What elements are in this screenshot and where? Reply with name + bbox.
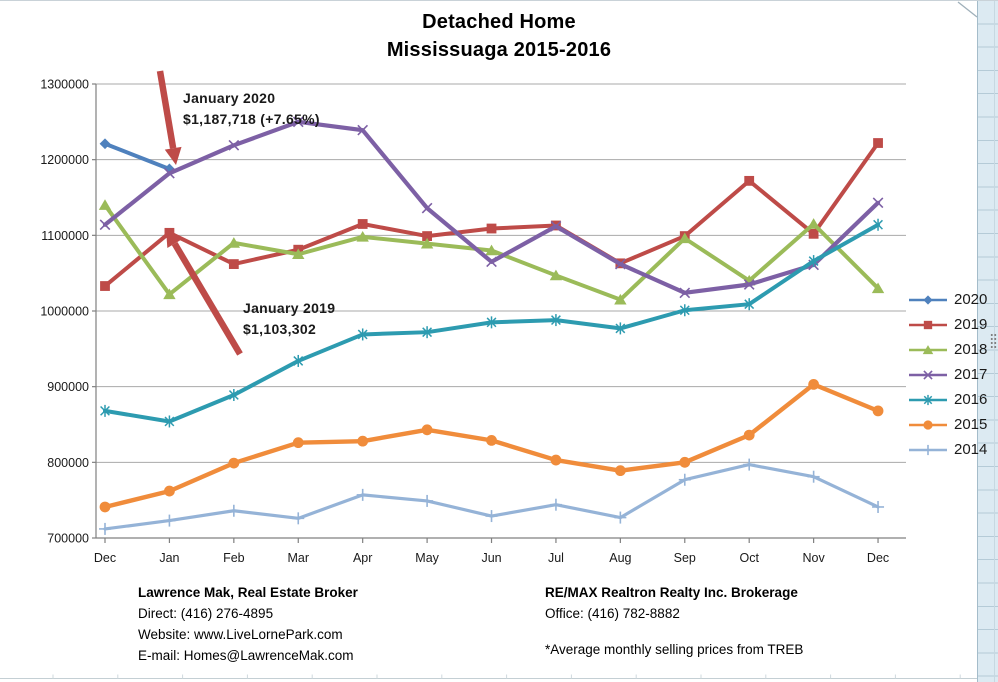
series-2018 (98, 199, 885, 305)
svg-text:1300000: 1300000 (40, 78, 89, 92)
legend-marker-asterisk-icon (909, 394, 947, 405)
broker-email[interactable]: E-mail: Homes@LawrenceMak.com (138, 648, 354, 663)
svg-text:700000: 700000 (47, 532, 89, 546)
legend-item-2019[interactable]: 2019 (908, 312, 987, 337)
svg-text:Oct: Oct (739, 551, 759, 565)
legend-label-2014: 2014 (954, 441, 988, 458)
axes (92, 83, 906, 543)
legend-item-2014[interactable]: 2014 (908, 437, 987, 462)
legend-marker-plus-icon (909, 444, 947, 455)
svg-text:800000: 800000 (47, 456, 89, 470)
svg-text:Mar: Mar (287, 551, 309, 565)
annotation-january-2020-value: $1,187,718 (+7.65%) (183, 111, 320, 127)
svg-text:Nov: Nov (803, 551, 826, 565)
chart-legend: 2020 2019 2018 2017 2016 2015 2014 (908, 287, 987, 462)
legend-item-2015[interactable]: 2015 (908, 412, 987, 437)
svg-text:Dec: Dec (867, 551, 889, 565)
series-2014 (99, 458, 885, 535)
series-2020 (99, 138, 175, 175)
series-2016 (100, 218, 883, 428)
annotation-january-2019-title: January 2019 (243, 300, 336, 316)
legend-label-2017: 2017 (954, 366, 988, 383)
legend-item-2017[interactable]: 2017 (908, 362, 987, 387)
legend-marker-x-icon (909, 369, 947, 380)
legend-marker-triangle-icon (909, 344, 947, 354)
annotation-arrows (156, 70, 243, 356)
broker-direct-phone: Direct: (416) 276-4895 (138, 606, 274, 621)
svg-text:1100000: 1100000 (41, 229, 89, 243)
legend-marker-diamond-icon (909, 294, 947, 305)
svg-text:Feb: Feb (223, 551, 245, 565)
annotation-january-2019-value: $1,103,302 (243, 321, 317, 337)
svg-text:Jul: Jul (548, 551, 564, 565)
spreadsheet-cells-right-strip[interactable] (977, 1, 998, 682)
legend-marker-square-icon (909, 320, 947, 329)
gridlines (96, 83, 906, 463)
broker-website[interactable]: Website: www.LiveLornePark.com (138, 627, 343, 642)
legend-item-2018[interactable]: 2018 (908, 337, 987, 362)
scrollbar-drag-handle[interactable] (990, 333, 997, 349)
legend-marker-circle-icon (909, 419, 947, 430)
broker-name: Lawrence Mak, Real Estate Broker (138, 585, 358, 600)
broker-contact-block: Lawrence Mak, Real Estate Broker Direct:… (138, 582, 358, 666)
chart-title: Detached Home Mississuaga 2015-2016 (0, 8, 998, 64)
svg-text:Jan: Jan (159, 551, 179, 565)
annotation-january-2020: January 2020 $1,187,718 (+7.65%) (183, 88, 320, 130)
svg-text:Jun: Jun (481, 551, 501, 565)
brokerage-office-phone: Office: (416) 782-8882 (545, 606, 680, 621)
annotation-january-2020-title: January 2020 (183, 90, 276, 106)
y-axis-labels: 700000 800000 900000 1000000 1100000 1200000 1… (40, 78, 89, 546)
data-source-note: *Average monthly selling prices from TRE… (545, 642, 804, 657)
x-axis-labels: Dec Jan Feb Mar Apr May Jun Jul Aug Sep Oct Nov Dec (94, 551, 889, 565)
brokerage-contact-block: RE/MAX Realtron Realty Inc. Brokerage Of… (545, 582, 803, 660)
annotation-january-2019: January 2019 $1,103,302 (243, 298, 335, 340)
legend-item-2020[interactable]: 2020 (908, 287, 987, 312)
svg-text:Dec: Dec (94, 551, 116, 565)
legend-label-2019: 2019 (954, 316, 988, 333)
chart-title-line1: Detached Home (422, 11, 576, 33)
spreadsheet-decorations (0, 1, 978, 679)
legend-label-2020: 2020 (954, 291, 988, 308)
legend-label-2018: 2018 (954, 341, 988, 358)
series-2015 (99, 378, 884, 513)
svg-text:Aug: Aug (609, 551, 631, 565)
svg-text:Apr: Apr (353, 551, 372, 565)
legend-label-2016: 2016 (954, 391, 988, 408)
svg-text:1000000: 1000000 (40, 305, 89, 319)
brokerage-name: RE/MAX Realtron Realty Inc. Brokerage (545, 585, 798, 600)
legend-label-2015: 2015 (954, 416, 988, 433)
svg-text:May: May (415, 551, 439, 565)
chart-title-line2: Mississuaga 2015-2016 (386, 39, 612, 61)
svg-text:900000: 900000 (47, 380, 89, 394)
svg-text:Sep: Sep (674, 551, 696, 565)
svg-text:1200000: 1200000 (40, 153, 89, 167)
series-2017 (99, 116, 884, 299)
legend-item-2016[interactable]: 2016 (908, 387, 987, 412)
